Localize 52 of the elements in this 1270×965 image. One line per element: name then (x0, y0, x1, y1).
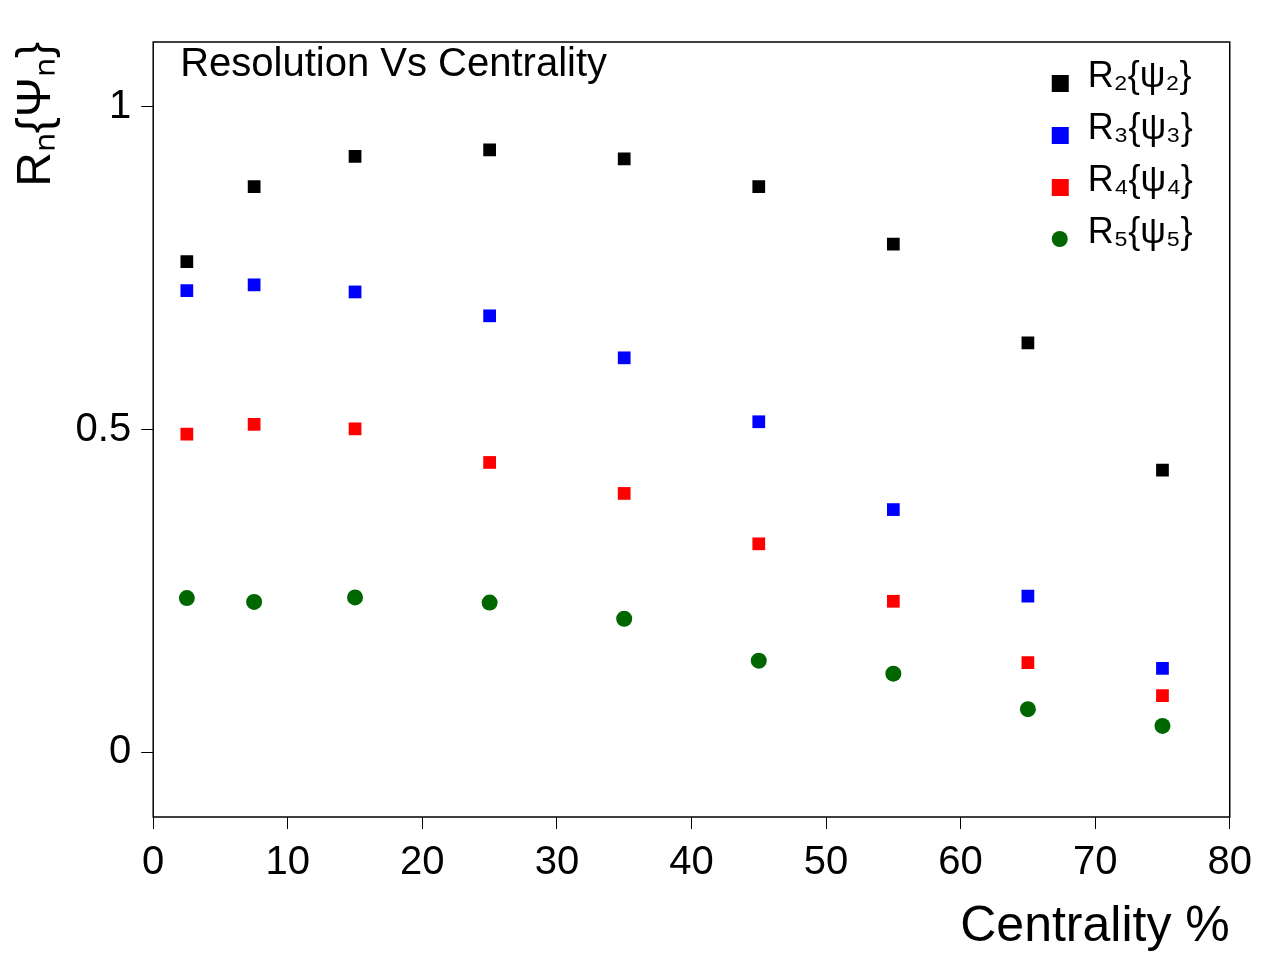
point (752, 180, 766, 194)
x-tick-label: 50 (803, 838, 849, 883)
point (1019, 701, 1036, 718)
point (1156, 463, 1169, 477)
point (886, 503, 900, 516)
point (180, 284, 194, 298)
point (347, 589, 364, 606)
point (246, 593, 263, 610)
y-axis-title: Rₙ{Ψₙ} (7, 42, 61, 187)
point (247, 278, 261, 292)
point (481, 594, 498, 611)
x-tick-label: 60 (938, 838, 983, 883)
point (247, 180, 261, 194)
x-tick-label: 40 (669, 838, 714, 883)
point (617, 351, 631, 365)
x-tick-label: 20 (400, 838, 445, 883)
legend-label: R₅{ψ₅} (1087, 209, 1193, 251)
point (1021, 656, 1035, 670)
y-tick-label: 0 (108, 727, 132, 772)
point (348, 422, 362, 436)
point (885, 665, 902, 682)
point (348, 149, 362, 163)
point (886, 237, 900, 251)
chart-title: Resolution Vs Centrality (180, 40, 608, 85)
point (247, 417, 261, 431)
point (178, 590, 195, 607)
x-tick-label: 10 (265, 838, 311, 883)
x-tick-label: 80 (1207, 838, 1252, 883)
point (180, 427, 194, 441)
point (617, 487, 631, 500)
x-axis-title: Centrality % (960, 895, 1230, 952)
point (750, 652, 767, 669)
point (483, 309, 496, 323)
point (616, 610, 633, 627)
point (1154, 717, 1171, 734)
legend-label: R₂{ψ₂} (1087, 53, 1192, 95)
point (1156, 662, 1169, 675)
x-tick-label: 30 (534, 838, 580, 883)
x-tick-label: 0 (142, 838, 165, 883)
point (180, 255, 194, 268)
legend-label: R₃{ψ₃} (1087, 105, 1193, 147)
y-tick-label: 1 (108, 81, 132, 126)
point (483, 456, 496, 469)
x-tick-label: 70 (1072, 838, 1118, 883)
legend-label: R₄{ψ₄} (1087, 157, 1193, 199)
point (752, 415, 766, 429)
point (483, 143, 496, 157)
point (886, 594, 900, 608)
point (1156, 689, 1169, 702)
y-tick-label: 0.5 (75, 404, 132, 449)
point (752, 537, 766, 551)
point (617, 152, 631, 166)
